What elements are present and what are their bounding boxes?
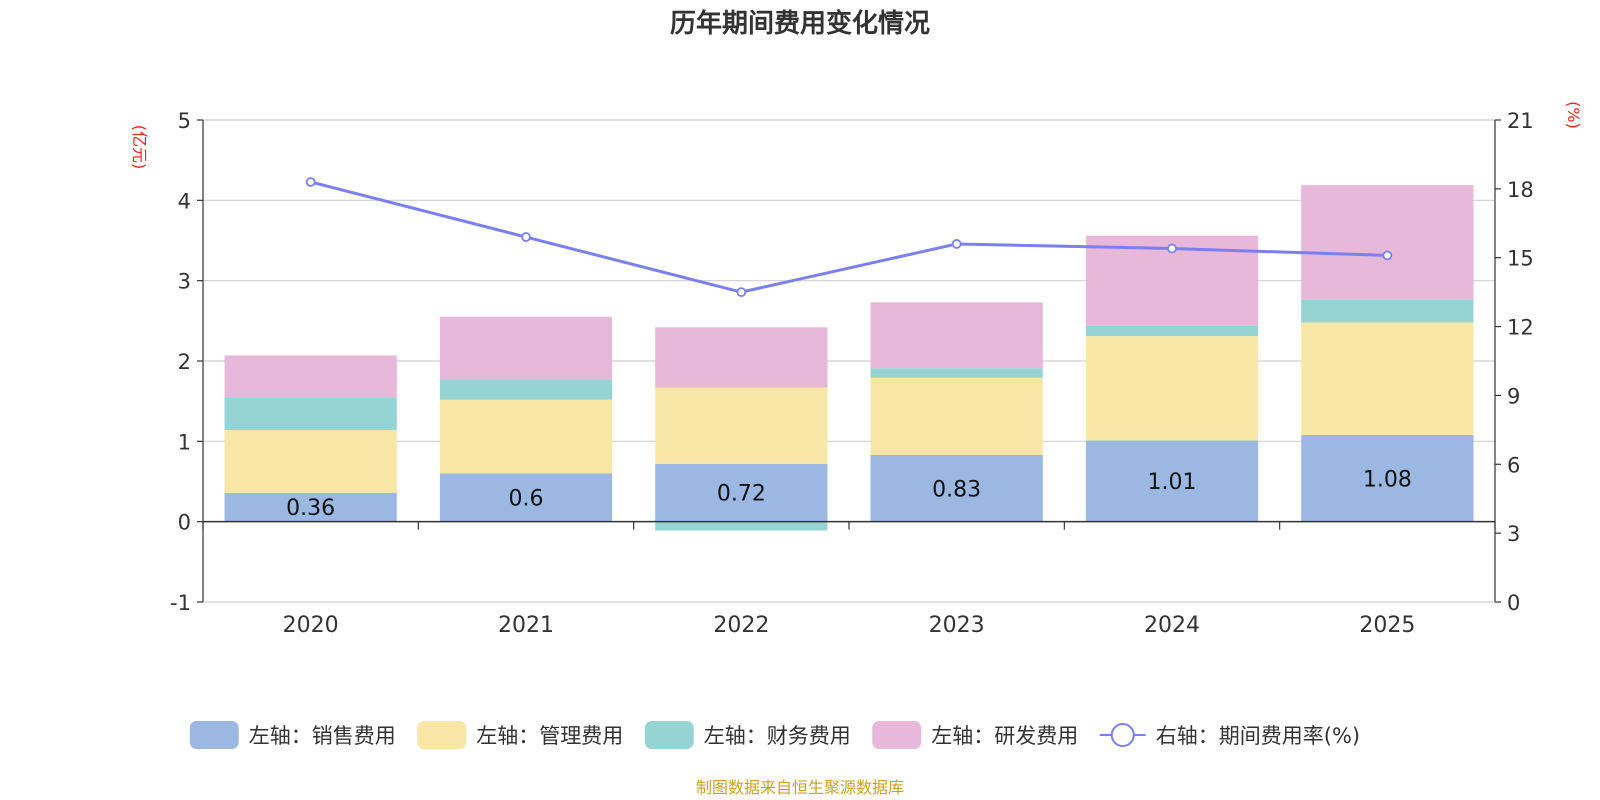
x-tick-label: 2023: [929, 613, 985, 638]
rate-point: [1167, 243, 1177, 254]
bar-1-2022: [655, 463, 828, 522]
bar-2-2021: [439, 399, 613, 474]
rate-line-path: [310, 180, 1388, 294]
bar-4-2020: [224, 355, 397, 398]
right-tick-label: 15: [1507, 247, 1534, 271]
legend-swatch: [189, 721, 239, 749]
chart-title: 历年期间费用变化情况: [670, 8, 930, 39]
bar-2-2023: [870, 377, 1043, 455]
data-label: 0.72: [717, 482, 766, 507]
x-tick-label: 2025: [1359, 613, 1415, 638]
legend-label: 右轴：期间费用率(%): [1156, 724, 1360, 748]
legend-label: 左轴：研发费用: [931, 724, 1078, 748]
legend-circle-symbol: [1110, 723, 1135, 747]
bar-3-2020: [224, 397, 397, 431]
left-tick-label: 0: [178, 511, 191, 535]
right-axis-unit: (%): [1564, 101, 1583, 129]
right-tick-label: 9: [1507, 384, 1520, 408]
bar-2-2022: [655, 387, 828, 464]
rate-point: [736, 287, 747, 298]
legend-label: 左轴：销售费用: [249, 724, 396, 748]
data-labels: 0.36 0.6 0.72 0.83 1.01 1.08: [286, 467, 1412, 521]
left-tick-label: 5: [178, 109, 191, 133]
bar-1-2020: [224, 492, 397, 522]
data-label: 1.01: [1148, 470, 1197, 495]
x-tick-label: 2020: [283, 613, 339, 638]
legend-label: 左轴：财务费用: [704, 724, 851, 748]
legend-swatch: [872, 721, 922, 749]
left-tick-label: 1: [178, 430, 191, 454]
data-label: 0.36: [286, 496, 335, 521]
left-tick-label: 2: [178, 350, 191, 374]
bars: [224, 185, 1474, 531]
bar-3-2022: [655, 521, 828, 531]
source-note: 制图数据来自恒生聚源数据库: [696, 778, 904, 797]
left-axis-unit: (亿元): [130, 125, 149, 170]
right-tick-label: 0: [1507, 591, 1520, 615]
bar-1-2021: [439, 473, 613, 522]
x-tick-label: 2021: [498, 613, 554, 638]
rate-line: [305, 177, 1393, 298]
bar-1-2023: [870, 454, 1043, 522]
rate-point: [951, 239, 962, 249]
left-tick-label: 3: [178, 270, 191, 294]
bar-4-2022: [655, 327, 828, 388]
bar-4-2021: [439, 316, 613, 380]
legend: 左轴：销售费用 左轴：管理费用 左轴：财务费用 左轴：研发费用 右轴：期间费用率(%): [189, 721, 1360, 749]
bar-3-2023: [870, 368, 1043, 378]
left-tick-label: -1: [170, 591, 191, 615]
left-tick-label: 4: [178, 189, 191, 213]
legend-swatch: [417, 721, 467, 749]
bar-4-2023: [870, 302, 1043, 369]
right-tick-label: 21: [1507, 109, 1534, 133]
bar-2-2020: [224, 430, 397, 493]
bar-1-2025: [1301, 434, 1474, 522]
rate-point: [521, 232, 531, 242]
bar-3-2025: [1301, 299, 1474, 323]
bar-3-2021: [439, 379, 613, 400]
right-tick-label: 18: [1507, 178, 1534, 202]
x-tick-label: 2024: [1144, 613, 1200, 638]
rate-point: [1382, 250, 1393, 261]
right-tick-label: 12: [1507, 316, 1534, 340]
right-tick-label: 3: [1507, 522, 1520, 546]
legend-label: 左轴：管理费用: [476, 724, 623, 748]
data-label: 0.83: [932, 477, 981, 502]
bar-2-2025: [1301, 322, 1474, 435]
bar-1-2024: [1085, 440, 1259, 522]
rate-point: [305, 177, 316, 187]
data-label: 1.08: [1363, 467, 1412, 492]
right-tick-label: 6: [1507, 453, 1520, 477]
bar-4-2025: [1301, 185, 1474, 300]
data-label: 0.6: [509, 487, 544, 512]
x-tick-label: 2022: [713, 613, 769, 638]
legend-swatch: [644, 721, 694, 749]
bar-2-2024: [1085, 336, 1259, 441]
bar-3-2024: [1085, 325, 1259, 337]
